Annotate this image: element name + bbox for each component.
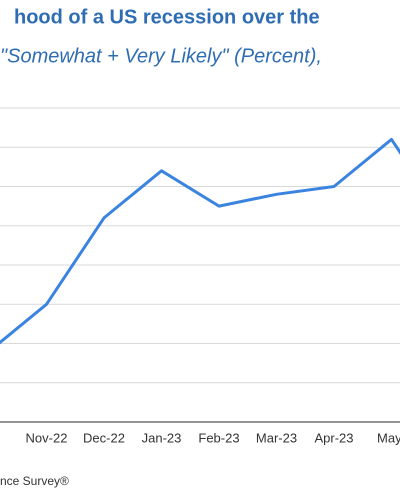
source-note: nce Survey® <box>0 474 69 488</box>
x-tick-label: Apr-23 <box>314 430 353 445</box>
chart-title: hood of a US recession over the <box>14 6 320 28</box>
chart-subtitle: "Somewhat + Very Likely" (Percent), <box>0 45 322 67</box>
x-tick-label: Jan-23 <box>142 430 182 445</box>
series-line <box>0 137 400 345</box>
x-tick-label: Nov-22 <box>26 430 68 445</box>
x-tick-label: Mar-23 <box>256 430 297 445</box>
x-tick-label: Feb-23 <box>198 430 239 445</box>
x-tick-label: Dec-22 <box>83 430 125 445</box>
x-tick-label: May- <box>377 430 400 445</box>
